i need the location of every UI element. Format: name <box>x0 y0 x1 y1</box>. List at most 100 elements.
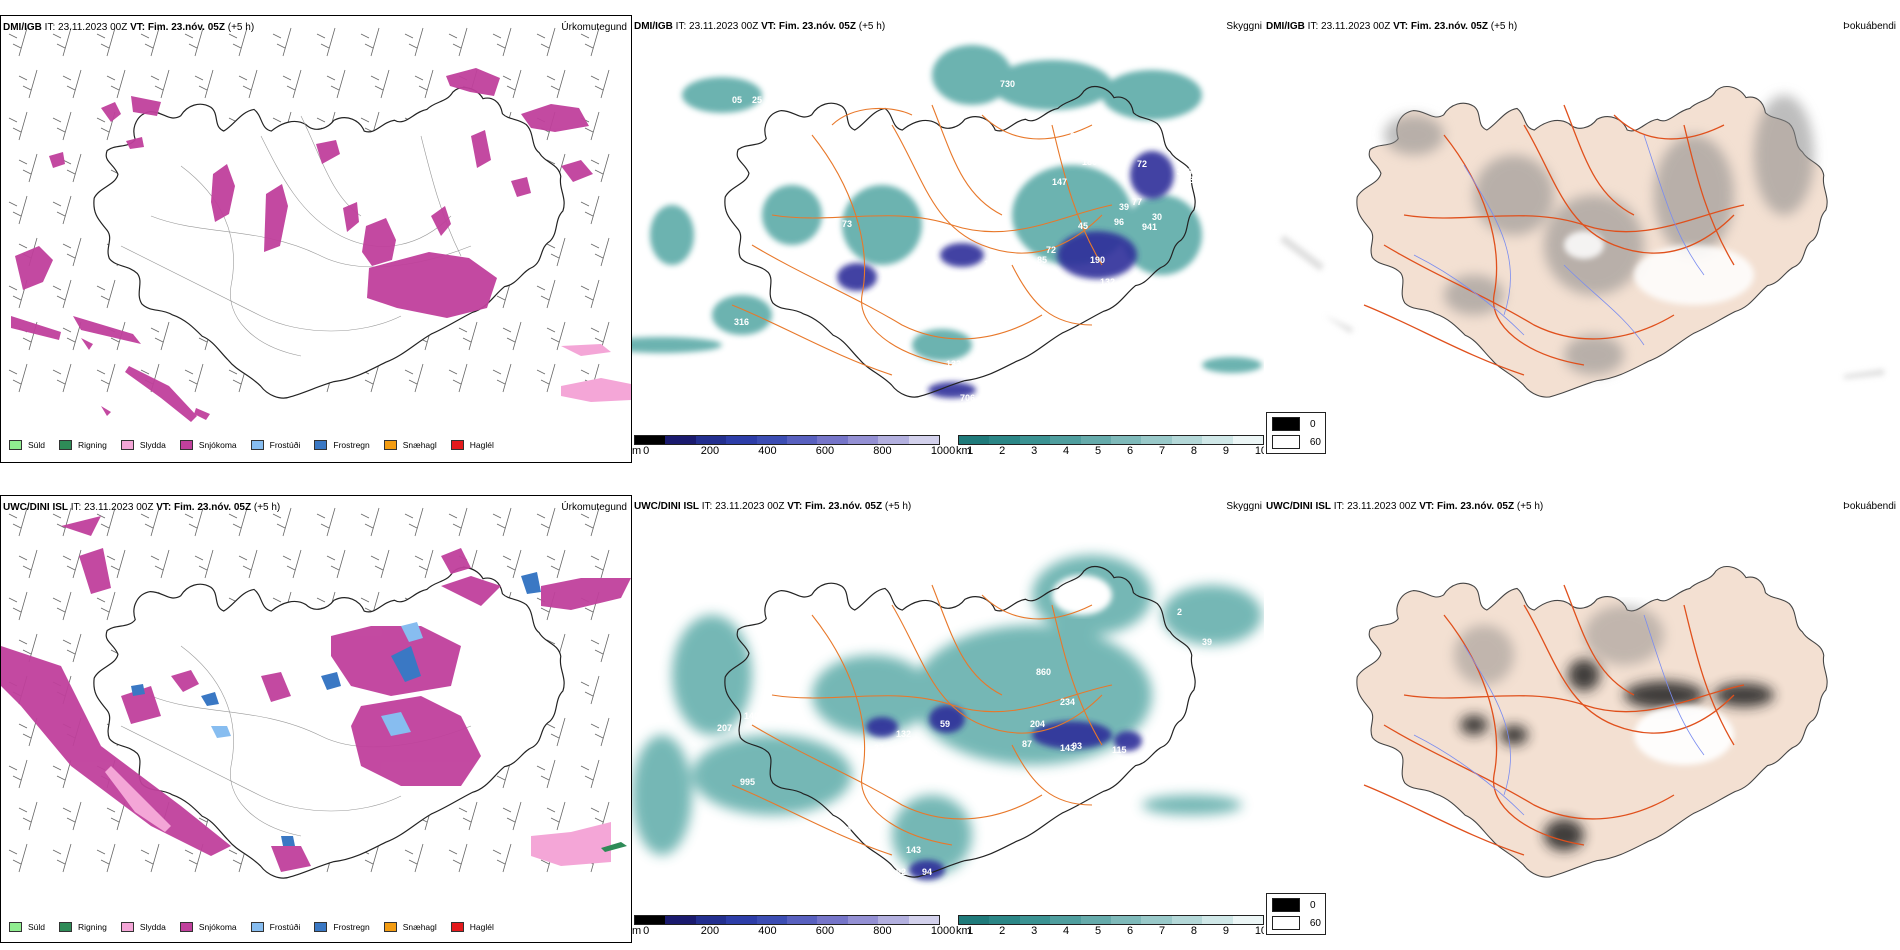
wind-barb <box>370 69 390 99</box>
scale-bin <box>1232 916 1264 924</box>
scale-tick: 400 <box>758 925 777 937</box>
scale-bin <box>1171 436 1203 444</box>
scale-tick: 8 <box>1190 445 1198 457</box>
legend-item: Súld <box>9 440 45 450</box>
scale-tick: 8 <box>1190 925 1198 937</box>
legend-label: Slydda <box>139 922 166 932</box>
legend-label: Frostúði <box>269 440 301 450</box>
legend-label: Snæhagl <box>402 440 437 450</box>
cloud-base-label: 365 <box>1177 167 1192 177</box>
scale-tick: 0 <box>643 925 650 937</box>
wind-barb <box>194 69 214 99</box>
legend-swatch <box>250 922 264 932</box>
scale-tick: 6 <box>1126 925 1134 937</box>
scale-tick: 6 <box>1126 445 1134 457</box>
cloud-base-label: 706 <box>960 393 975 403</box>
wind-barb <box>492 843 512 873</box>
wind-barb <box>96 363 116 393</box>
wind-barb <box>414 69 434 99</box>
precip-legend: Súld Rigning Slydda Snjókoma Frostúði Frostre… <box>9 922 508 932</box>
wind-barb <box>8 759 28 789</box>
wind-barb <box>62 153 82 183</box>
cloud-base-label: 133 <box>946 359 961 369</box>
wind-barb <box>140 27 160 57</box>
legend-swatch <box>314 440 328 450</box>
wind-barb <box>458 321 478 351</box>
cloud-base-label: 860 <box>1036 667 1051 677</box>
scale-bin <box>726 436 757 444</box>
ceiling-scale: m 0 200 400 600 800 1000 <box>632 435 955 458</box>
wind-barb <box>272 507 292 537</box>
wind-barb <box>8 195 28 225</box>
scale-tick: 9 <box>1222 925 1229 937</box>
scale-bin <box>665 916 696 924</box>
wind-barb <box>448 27 468 57</box>
wind-barb <box>228 27 248 57</box>
legend-label: Snæhagl <box>402 922 437 932</box>
ceiling-scale: m 0 200 400 600 800 1000 <box>632 915 955 938</box>
scale-bin <box>726 916 757 924</box>
wind-barb <box>96 279 116 309</box>
scale-tick: 200 <box>700 925 720 937</box>
scale-bin <box>817 916 848 924</box>
cloud-panel-dmi: 05 25 730 289 28 180 72 147 72 365 880 31 39 96 941 30 7… <box>632 15 1264 463</box>
fog-legend-row: 60 <box>1272 916 1321 930</box>
cloud-base-label: 87 <box>1022 739 1032 749</box>
wind-barb <box>18 801 38 831</box>
scale-tick: 4 <box>1063 445 1070 457</box>
legend-item: Snjókoma <box>179 440 237 450</box>
scale-unit: m <box>632 925 642 937</box>
legend-item: Frostúði <box>250 440 301 450</box>
scale-bin <box>1019 916 1051 924</box>
panel-type-label: Þokuábendi <box>1843 21 1896 32</box>
legend-item: Frostregn <box>314 440 370 450</box>
fog-map-uwc <box>1356 566 1828 878</box>
scale-bin <box>635 436 666 444</box>
panel-header: DMI/IGB IT: 23.11.2023 00Z VT: Fim. 23.n… <box>634 21 886 32</box>
fog-legend-swatch <box>1272 916 1300 930</box>
legend-item: Snæhagl <box>383 440 437 450</box>
visibility-scale: km1 2 3 4 5 6 7 8 9 10 <box>956 915 1264 938</box>
cloud-base-label: 207 <box>717 723 732 733</box>
scale-bin <box>1232 436 1264 444</box>
wind-barb <box>62 801 82 831</box>
legend-swatch <box>59 440 73 450</box>
wind-barb <box>316 507 336 537</box>
wind-barb <box>8 363 28 393</box>
panel-type-label: Úrkomutegund <box>561 22 627 33</box>
cloud-base-label: 85 <box>1037 255 1047 265</box>
precip-panel-dmi: DMI/IGB IT: 23.11.2023 00Z VT: Fim. 23.n… <box>0 15 632 463</box>
fog-legend-swatch <box>1272 417 1300 431</box>
panel-header: UWC/DINI ISL IT: 23.11.2023 00Z VT: Fim.… <box>634 501 912 512</box>
legend-swatch <box>383 922 397 932</box>
wind-barb <box>150 321 170 351</box>
wind-barb <box>194 549 214 579</box>
wind-barb <box>370 549 390 579</box>
cloud-base-label: 12 <box>774 375 784 385</box>
legend-item: Haglél <box>450 440 494 450</box>
cloud-base-label: 30 <box>1152 212 1162 222</box>
scale-tick: 600 <box>815 925 835 937</box>
wind-barb <box>360 27 380 57</box>
wind-barb <box>536 759 556 789</box>
cloud-base-label: 77 <box>1132 197 1142 207</box>
legend-item: Slydda <box>120 440 166 450</box>
wind-barb <box>52 843 72 873</box>
wind-barb <box>272 27 292 57</box>
scale-tick: 2 <box>999 445 1006 457</box>
fog-legend-row: 0 <box>1272 898 1321 912</box>
wind-barb <box>502 321 522 351</box>
legend-item: Haglél <box>450 922 494 932</box>
cloud-base-label: 204 <box>1030 719 1045 729</box>
legend-label: Slydda <box>139 440 166 450</box>
panel-header: UWC/DINI ISL IT: 23.11.2023 00Z VT: Fim.… <box>1266 501 1544 512</box>
visibility-scale: km1 2 3 4 5 6 7 8 9 10 <box>956 435 1264 458</box>
fog-legend-uwc: 0 60 <box>1266 893 1326 935</box>
wind-barb <box>282 549 302 579</box>
wind-barb <box>282 69 302 99</box>
wind-barb <box>228 507 248 537</box>
wind-barb <box>238 549 258 579</box>
scale-bin <box>756 916 788 924</box>
cloud-base-label: 132 <box>896 729 911 739</box>
